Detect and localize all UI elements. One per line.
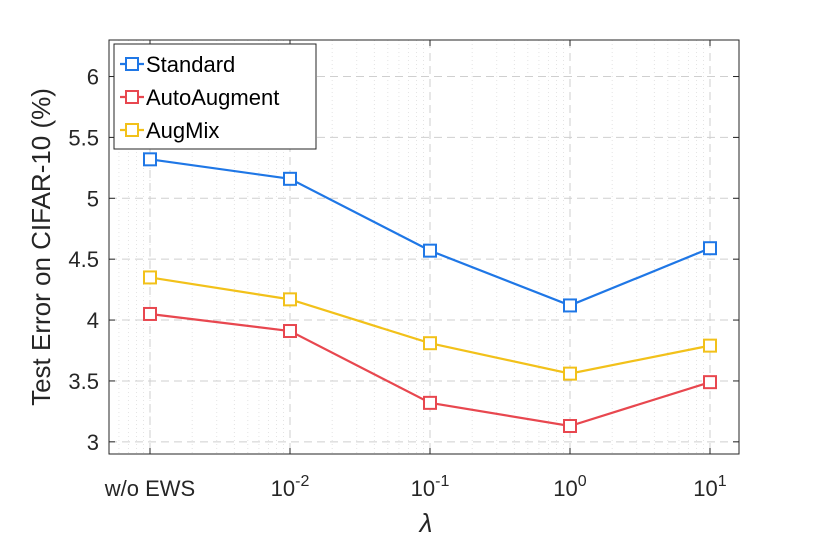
major-grid <box>109 40 739 454</box>
legend-marker <box>125 90 139 104</box>
legend: Standard AutoAugment AugMix <box>113 43 317 150</box>
data-point <box>423 243 437 258</box>
data-point <box>563 298 577 313</box>
data-point <box>283 324 297 339</box>
data-point <box>423 336 437 351</box>
x-tick-label: 101 <box>693 473 726 501</box>
data-point <box>143 152 157 167</box>
series-layer <box>143 152 717 433</box>
x-tick-label: 100 <box>553 473 586 501</box>
data-point <box>283 292 297 307</box>
plot-frame <box>108 39 740 455</box>
legend-item: AutoAugment <box>120 85 279 110</box>
data-point <box>283 171 297 186</box>
x-tick-label: w/o EWS <box>104 476 195 501</box>
x-tick-label: 10-1 <box>411 473 450 501</box>
data-point <box>703 338 717 353</box>
legend-label: AutoAugment <box>146 85 279 110</box>
legend-box <box>113 43 317 150</box>
series-augmix <box>143 270 717 381</box>
y-tick-label: 3 <box>87 430 99 455</box>
y-tick-label: 5.5 <box>68 125 99 150</box>
y-tick-labels: 3 3.5 4 4.5 5 5.5 6 <box>68 65 99 455</box>
y-tick-label: 6 <box>87 65 99 90</box>
legend-item: AugMix <box>120 118 219 143</box>
y-tick-label: 4.5 <box>68 247 99 272</box>
x-axis-label: λ <box>418 508 433 538</box>
data-point <box>143 306 157 321</box>
data-point <box>423 395 437 410</box>
legend-label: Standard <box>146 52 235 77</box>
y-tick-label: 4 <box>87 308 99 333</box>
y-tick-label: 5 <box>87 186 99 211</box>
data-point <box>563 366 577 381</box>
y-tick-label: 3.5 <box>68 369 99 394</box>
legend-marker <box>125 57 139 71</box>
data-point <box>563 418 577 433</box>
data-point <box>703 375 717 390</box>
y-axis-label: Test Error on CIFAR-10 (%) <box>26 88 56 406</box>
data-point <box>703 241 717 256</box>
series-standard <box>143 152 717 313</box>
legend-item: Standard <box>120 52 235 77</box>
x-tick-label: 10-2 <box>271 473 310 501</box>
x-tick-labels: w/o EWS 10-2 10-1 100 101 <box>104 473 727 501</box>
data-point <box>143 270 157 285</box>
legend-label: AugMix <box>146 118 219 143</box>
series-autoaugment <box>143 306 717 433</box>
legend-marker <box>125 123 139 137</box>
